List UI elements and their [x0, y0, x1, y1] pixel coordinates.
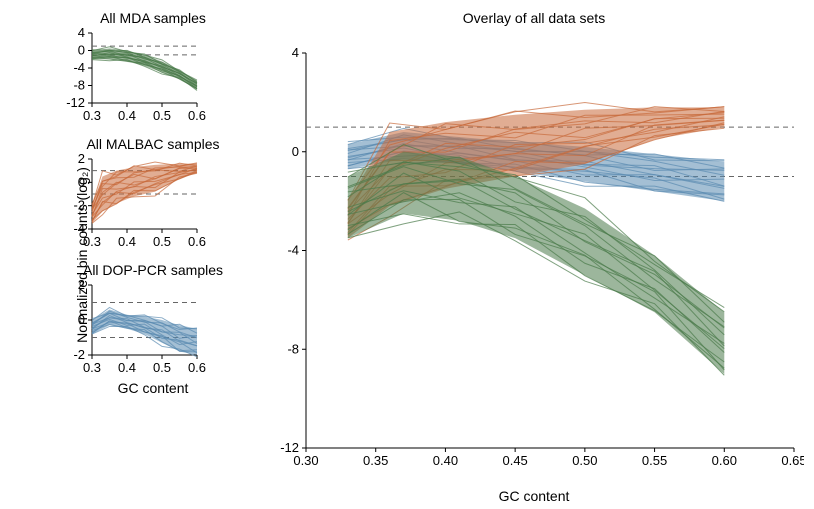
small-panel-mda: All MDA samples-12-8-4040.30.40.50.6 — [42, 10, 264, 128]
panel-title: All MALBAC samples — [42, 136, 264, 152]
x-tick-label: 0.60 — [712, 453, 737, 468]
overlay-chart: Overlay of all data sets-12-8-4040.300.3… — [264, 10, 804, 504]
y-tick-label: -4 — [287, 243, 299, 258]
x-tick-label: 0.30 — [293, 453, 318, 468]
x-axis-label: GC content — [42, 380, 264, 396]
x-tick-label: 0.4 — [118, 234, 136, 249]
x-tick-label: 0.5 — [153, 108, 171, 123]
panel-title: All MDA samples — [42, 10, 264, 26]
y-tick-label: 0 — [292, 144, 299, 159]
x-axis-label: GC content — [264, 488, 804, 504]
chart-svg: -12-8-4040.300.350.400.450.500.550.600.6… — [264, 28, 804, 488]
x-tick-label: 0.5 — [153, 360, 171, 375]
y-tick-label: 4 — [292, 45, 299, 60]
x-tick-label: 0.5 — [153, 234, 171, 249]
x-tick-label: 0.3 — [83, 108, 101, 123]
x-tick-label: 0.6 — [188, 108, 206, 123]
chart-svg: -2020.30.40.50.6 — [42, 280, 207, 380]
x-tick-label: 0.6 — [188, 360, 206, 375]
x-tick-label: 0.50 — [572, 453, 597, 468]
x-tick-label: 0.45 — [502, 453, 527, 468]
y-tick-label: 0 — [78, 43, 85, 58]
overlay-panel: Overlay of all data sets-12-8-4040.300.3… — [264, 10, 804, 499]
y-tick-label: -8 — [73, 78, 85, 93]
chart-svg: -12-8-4040.30.40.50.6 — [42, 28, 207, 128]
x-tick-label: 0.35 — [363, 453, 388, 468]
chart-svg: -4-2020.30.40.50.6 — [42, 154, 207, 254]
x-tick-label: 0.3 — [83, 360, 101, 375]
x-tick-label: 0.40 — [433, 453, 458, 468]
y-tick-label: -8 — [287, 341, 299, 356]
y-tick-label: -4 — [73, 60, 85, 75]
y-tick-label: 2 — [78, 154, 85, 166]
y-tick-label: 4 — [78, 28, 85, 40]
x-tick-label: 0.6 — [188, 234, 206, 249]
x-tick-label: 0.4 — [118, 360, 136, 375]
x-tick-label: 0.65 — [781, 453, 804, 468]
x-tick-label: 0.55 — [642, 453, 667, 468]
panel-title: Overlay of all data sets — [264, 10, 804, 26]
x-tick-label: 0.4 — [118, 108, 136, 123]
y-axis-label: Normalized bin counts (log₂) — [74, 167, 90, 343]
